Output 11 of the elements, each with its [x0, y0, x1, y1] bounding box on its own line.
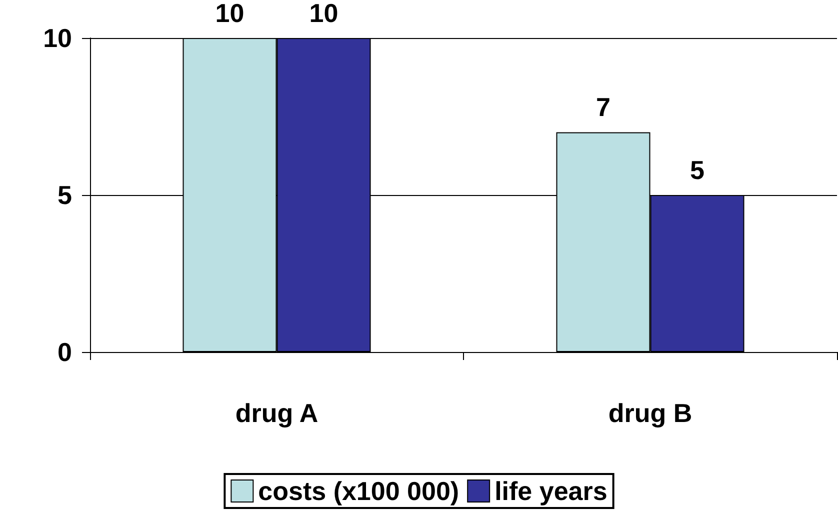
y-tick-label: 0 — [58, 337, 72, 367]
data-label: 5 — [690, 155, 704, 185]
x-tick-label: drug A — [235, 398, 318, 428]
y-tick-label: 5 — [58, 180, 72, 210]
x-tick-label: drug B — [608, 398, 692, 428]
legend-label: costs (x100 000) — [258, 476, 460, 506]
legend-label: life years — [494, 476, 608, 506]
y-tick-label: 10 — [43, 23, 72, 53]
data-label: 7 — [596, 92, 610, 122]
data-label: 10 — [309, 0, 338, 28]
data-label: 10 — [215, 0, 244, 28]
